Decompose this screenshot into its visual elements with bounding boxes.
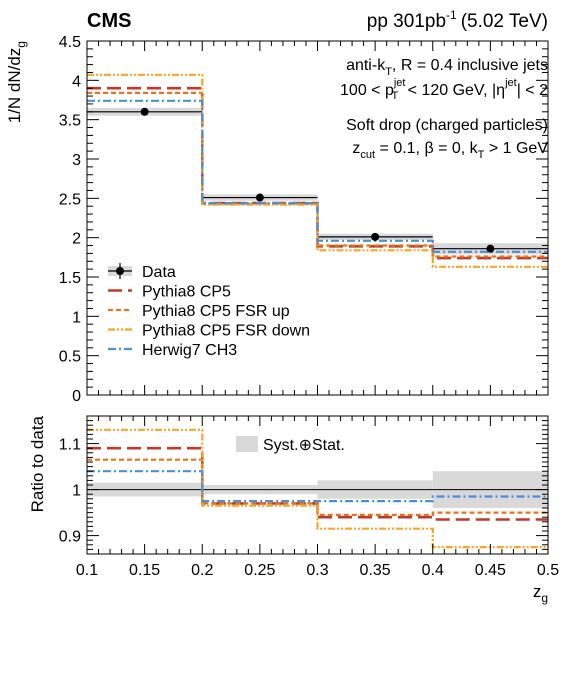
legend-data-label: Data (142, 264, 176, 281)
x-axis-label: zg (533, 582, 548, 605)
legend-label-2: Pythia8 CP5 FSR up (142, 303, 290, 320)
top-y-tick-label: 4.5 (59, 34, 81, 51)
ratio-line-2 (87, 458, 548, 516)
x-tick-label: 0.5 (537, 562, 559, 579)
bottom-y-axis-label: Ratio to data (28, 415, 47, 512)
top-y-tick-label: 2 (72, 231, 81, 248)
top-panel: 0 0.5 1 1.5 2 2.5 3 3.5 4 4.5 (59, 34, 549, 405)
ratio-line-4 (87, 470, 548, 503)
data-point (486, 244, 495, 253)
top-y-tick-label: 0.5 (59, 349, 81, 366)
data-point (140, 107, 149, 116)
x-tick-label: 0.45 (475, 562, 506, 579)
x-tick-label: 0.4 (422, 562, 444, 579)
bottom-y-tick-label: 1 (72, 483, 81, 500)
legend-label-1: Pythia8 CP5 (142, 284, 231, 301)
data-point (371, 232, 380, 241)
x-tick-label: 0.1 (76, 562, 98, 579)
soft-drop-label: Soft drop (charged particles) (346, 117, 548, 134)
bottom-y-tick-label: 0.9 (59, 529, 81, 546)
top-y-tick-label: 3.5 (59, 113, 81, 130)
top-y-tick-label: 1.5 (59, 270, 81, 287)
lumi-unit: pb (425, 11, 446, 32)
series-line-4 (87, 99, 548, 253)
band-legend-swatch (236, 436, 258, 452)
top-y-axis-label: 1/N dN/dzg (5, 41, 28, 123)
top-y-tick-label: 1 (72, 309, 81, 326)
grooming-label: zcut = 0.1, β = 0, kT > 1 GeV (352, 140, 548, 161)
jet-def-label: anti-kT, R = 0.4 inclusive jets (346, 57, 548, 78)
energy-label: (5.02 TeV) (461, 11, 548, 32)
legend: Data Pythia8 CP5 Pythia8 CP5 FSR up Pythia8… (108, 263, 310, 359)
legend-label-3: Pythia8 CP5 FSR down (142, 323, 310, 340)
top-y-tick-label: 0 (72, 388, 81, 405)
x-tick-label: 0.35 (360, 562, 391, 579)
top-y-tick-label: 3 (72, 152, 81, 169)
top-y-tick-label: 2.5 (59, 191, 81, 208)
top-y-tick-label: 4 (72, 73, 81, 90)
x-tick-label: 0.25 (244, 562, 275, 579)
lumi-value: pp 301 (367, 11, 425, 32)
legend-data-marker (116, 267, 124, 275)
legend-label-4: Herwig7 CH3 (142, 342, 237, 359)
bottom-y-tick-label: 1.1 (59, 437, 81, 454)
x-tick-label: 0.15 (129, 562, 160, 579)
x-tick-label: 0.3 (306, 562, 328, 579)
bottom-panel: 0.9 1 1.1 0.1 0.15 0.2 0.25 0.3 0.35 0.4 0.45 0.5 (59, 415, 559, 579)
lumi-label: pp 301pb-1 (5.02 TeV) (367, 8, 548, 32)
kinematic-label: 100 < pjet T < 120 GeV, |ηjet| < 2 (340, 77, 548, 102)
x-tick-label: 0.2 (191, 562, 213, 579)
data-point (255, 193, 264, 202)
band-legend-label: Syst.⊕Stat. (263, 437, 345, 454)
cms-label: CMS (87, 10, 131, 32)
lumi-exponent: -1 (446, 8, 457, 22)
